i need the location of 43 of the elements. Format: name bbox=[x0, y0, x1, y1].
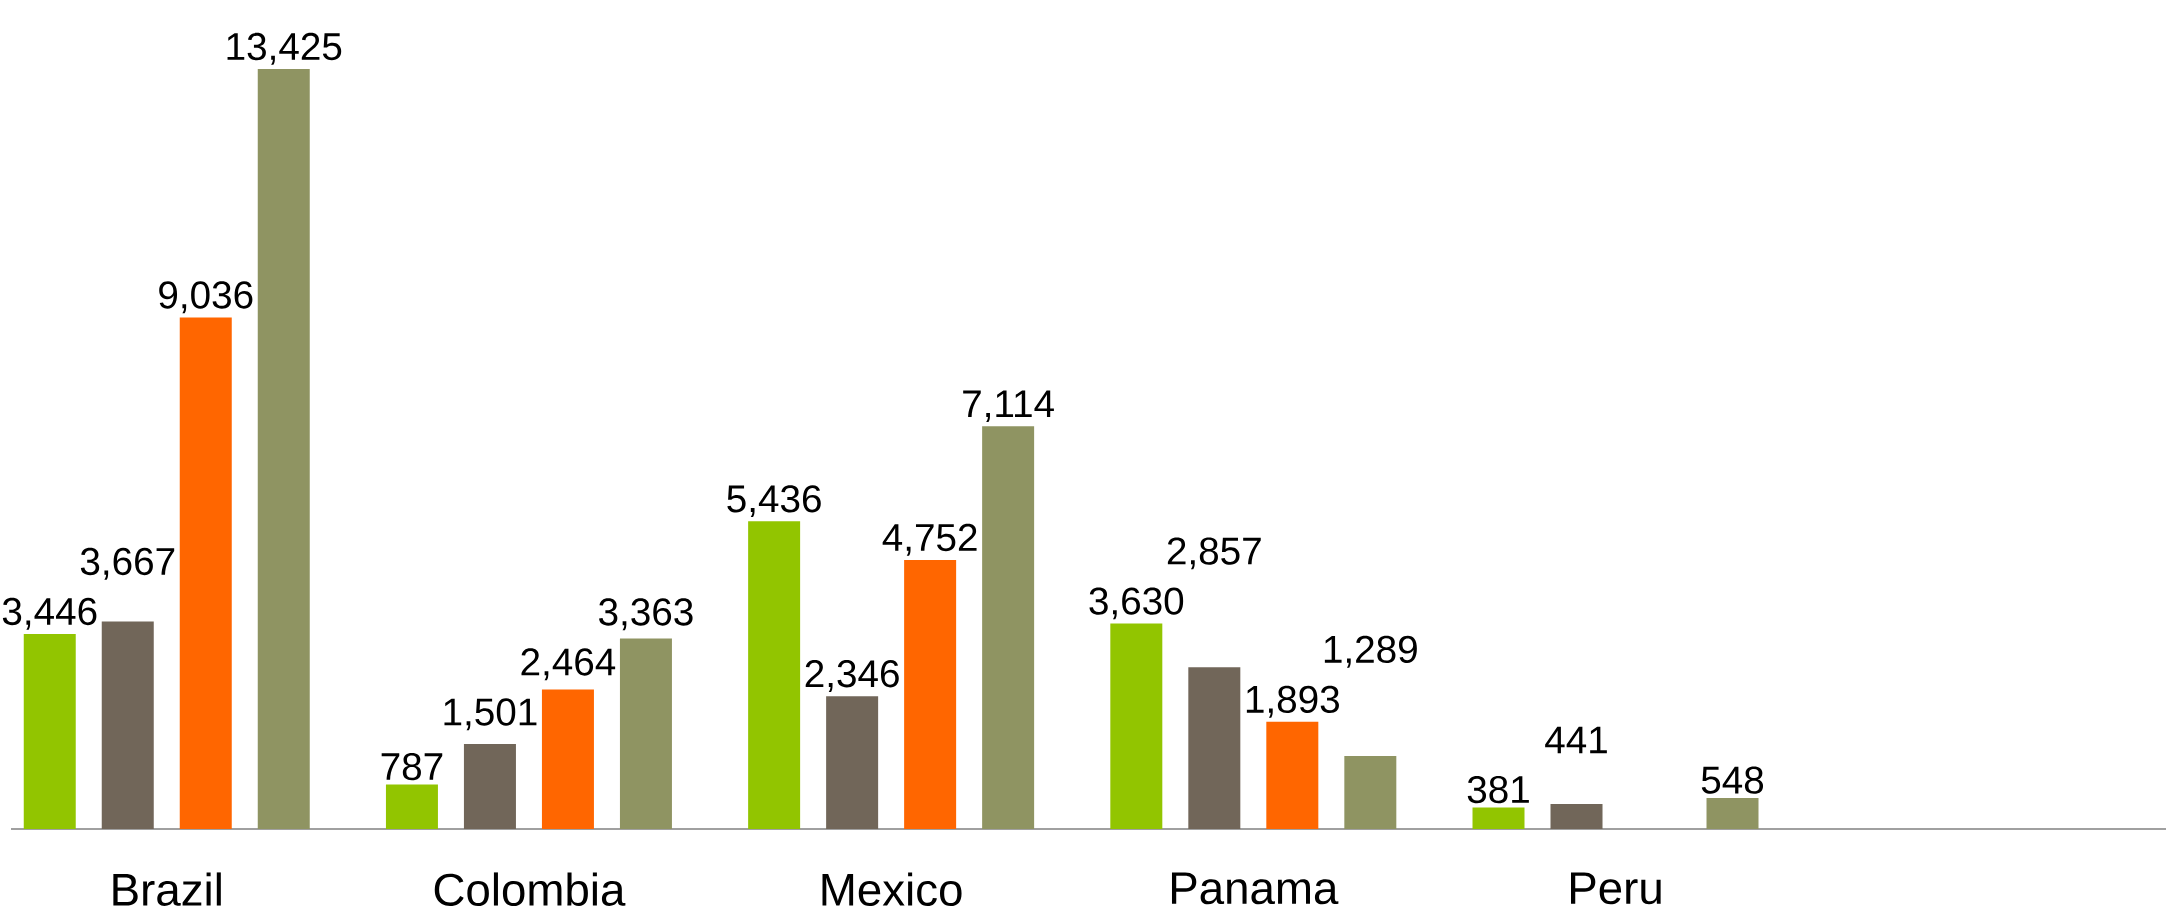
bar bbox=[179, 317, 232, 829]
data-label: 381 bbox=[1467, 775, 1529, 804]
bar bbox=[101, 621, 154, 829]
x-tick-label: Panama bbox=[1171, 872, 1339, 905]
data-label: 9,036 bbox=[159, 281, 253, 314]
data-label: 4,752 bbox=[882, 523, 977, 556]
x-tick-label: Peru bbox=[1571, 872, 1661, 905]
bar bbox=[541, 689, 594, 829]
bar bbox=[23, 633, 76, 829]
data-label: 13,425 bbox=[227, 32, 342, 65]
bar bbox=[257, 69, 310, 829]
bar bbox=[1188, 667, 1241, 829]
bar bbox=[1472, 807, 1525, 829]
data-label: 441 bbox=[1545, 726, 1607, 754]
data-label: 787 bbox=[381, 752, 443, 781]
bar bbox=[619, 638, 672, 829]
data-label: 3,630 bbox=[1089, 587, 1184, 620]
bar bbox=[982, 426, 1035, 829]
bar bbox=[1266, 721, 1319, 829]
bar bbox=[1110, 623, 1163, 829]
x-tick-label: Brazil bbox=[113, 872, 221, 906]
bar bbox=[463, 744, 516, 829]
data-label: 2,464 bbox=[521, 648, 616, 681]
data-label: 5,436 bbox=[727, 485, 821, 518]
data-label: 1,893 bbox=[1246, 685, 1339, 718]
data-label: 3,363 bbox=[599, 598, 693, 631]
data-label: 3,667 bbox=[80, 547, 175, 580]
data-label: 1,289 bbox=[1324, 635, 1417, 668]
x-tick-label: Colombia bbox=[434, 872, 626, 906]
bar bbox=[826, 696, 879, 829]
data-label: 3,446 bbox=[2, 597, 97, 630]
bar bbox=[748, 521, 801, 829]
data-label: 1,501 bbox=[444, 698, 537, 731]
bar bbox=[1344, 756, 1397, 829]
data-label: 2,346 bbox=[805, 660, 899, 692]
data-label: 548 bbox=[1701, 766, 1764, 794]
bar bbox=[1550, 804, 1603, 829]
bar bbox=[1706, 797, 1759, 829]
data-label: 2,857 bbox=[1167, 537, 1261, 570]
bar bbox=[904, 559, 957, 829]
data-label: 7,114 bbox=[963, 390, 1054, 423]
x-tick-label: Mexico bbox=[822, 872, 962, 906]
bar bbox=[385, 784, 438, 829]
